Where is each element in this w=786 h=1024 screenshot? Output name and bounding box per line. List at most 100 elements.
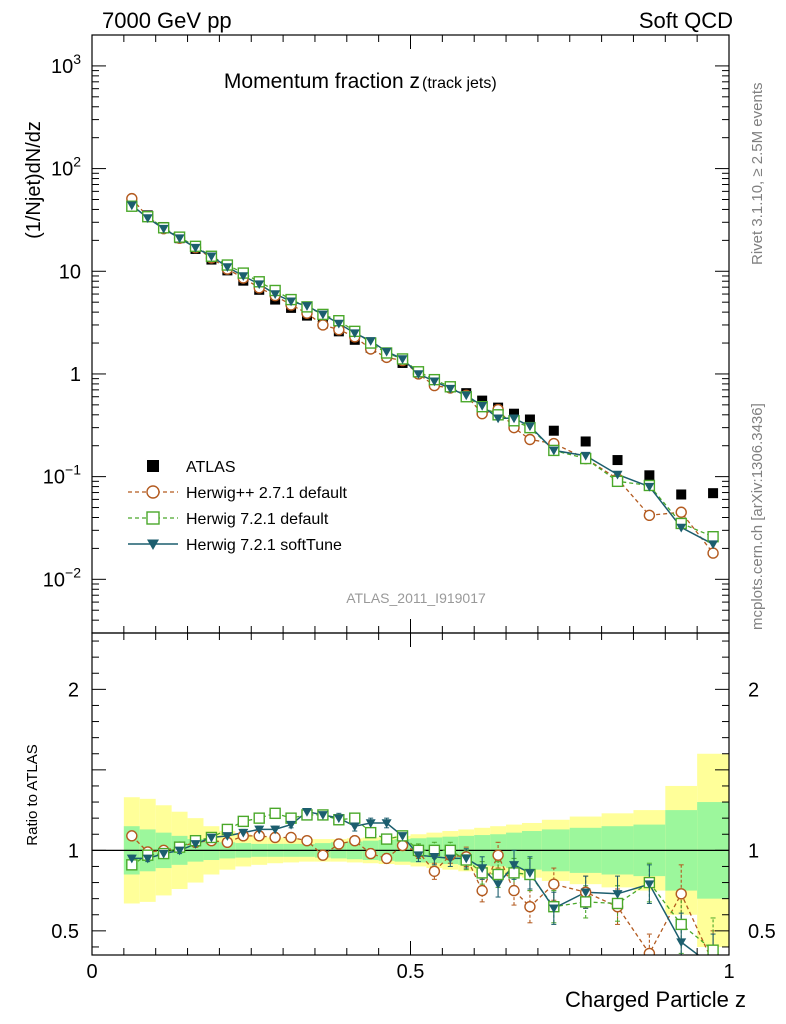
ratio-point-herwigpp	[708, 958, 718, 968]
ytick-label-ratio: 1	[68, 840, 79, 862]
ratio-point-herwigpp	[364, 847, 377, 860]
ytick-label-main: 10−1	[43, 462, 81, 489]
ratio-point-herwig721	[380, 833, 393, 845]
data-point-herwig721soft	[142, 214, 153, 224]
data-point-herwigpp	[524, 433, 536, 446]
data-point-herwig721soft	[445, 384, 456, 394]
ratio-point-herwig721soft	[548, 904, 559, 914]
data-point-herwig721soft	[333, 319, 344, 329]
ratio-plot: 0.5 0.5 1 1 2 2 0 0.5 1 Ratio to ATLAS Charged P…	[24, 632, 776, 1012]
data-point-herwig721soft	[190, 243, 201, 253]
data-point-herwig721soft	[708, 540, 719, 550]
ratio-point-herwig721soft	[397, 832, 408, 841]
data-point-herwig721soft	[349, 329, 360, 339]
xlabel: Charged Particle z	[565, 987, 746, 1012]
ratio-point-herwig721soft	[477, 864, 488, 874]
ratio-point-herwig721soft	[612, 890, 623, 899]
ytick-label-ratio-right: 2	[748, 679, 759, 701]
data-point-atlas	[509, 408, 520, 419]
xtick-label: 0.5	[397, 961, 425, 983]
ratio-point-herwig721	[237, 815, 249, 828]
ratio-point-herwig721	[611, 897, 624, 910]
ratio-point-herwig721	[364, 826, 377, 839]
legend-label-atlas: ATLAS	[186, 459, 236, 476]
ratio-point-herwigpp	[508, 884, 520, 897]
ratio-point-herwig721soft	[174, 846, 185, 856]
legend-label-herwigpp: Herwig++ 2.7.1 default	[186, 485, 348, 502]
ratio-point-herwig721soft	[429, 853, 440, 862]
ratio-point-herwig721soft	[142, 854, 153, 864]
data-point-herwigpp	[675, 506, 687, 518]
data-point-herwig721soft	[254, 280, 265, 290]
data-point-atlas	[612, 455, 623, 466]
data-point-herwig721soft	[286, 297, 297, 307]
data-point-herwig721soft	[174, 234, 185, 244]
ratio-point-herwig721soft	[206, 833, 217, 843]
ratio-point-herwig721soft	[126, 854, 137, 864]
data-point-herwig721soft	[413, 370, 424, 379]
ratio-point-herwig721soft	[222, 832, 233, 841]
xtick-label: 1	[723, 961, 734, 983]
ratio-point-herwigpp	[301, 834, 313, 847]
ytick-label-ratio: 2	[68, 679, 79, 701]
data-point-herwig721soft	[158, 224, 169, 234]
ratio-point-herwig721soft	[158, 849, 169, 859]
data-point-herwig721soft	[301, 302, 312, 311]
ratio-point-herwig721soft	[708, 963, 718, 972]
data-point-atlas	[644, 470, 655, 481]
header-left: 7000 GeV pp	[102, 8, 232, 33]
data-point-atlas	[548, 425, 559, 436]
data-point-herwigpp	[317, 319, 329, 331]
ratio-point-herwig721soft	[365, 819, 376, 828]
data-point-atlas	[676, 489, 687, 500]
ratio-point-herwig721soft	[254, 825, 265, 835]
data-point-herwig721soft	[524, 422, 535, 432]
legend-marker-herwig721soft	[147, 539, 159, 550]
ratio-point-herwig721	[444, 844, 457, 857]
data-point-herwig721soft	[548, 446, 559, 456]
legend-marker-herwigpp	[146, 485, 160, 499]
legend-marker-atlas	[147, 460, 159, 472]
data-point-herwig721soft	[126, 201, 137, 211]
ytick-label-ratio-right: 1	[748, 840, 759, 862]
ratio-point-herwig721soft	[190, 840, 201, 849]
ratio-point-herwigpp	[476, 884, 488, 897]
ratio-point-herwig721soft	[461, 854, 472, 864]
ratio-point-herwig721soft	[286, 820, 297, 830]
ratio-point-herwig721soft	[676, 938, 687, 948]
data-point-herwig721soft	[317, 310, 328, 320]
ytick-label-main: 1	[70, 364, 81, 386]
ytick-label-ratio: 0.5	[51, 921, 79, 943]
ratio-point-herwig721	[269, 807, 281, 820]
ratio-point-herwig721	[492, 868, 504, 881]
ytick-label-main: 10	[59, 261, 81, 283]
data-point-herwig721soft	[493, 414, 504, 424]
ratio-point-herwigpp	[428, 865, 441, 877]
data-point-herwig721soft	[429, 377, 440, 387]
ratio-point-herwig721soft	[381, 819, 392, 828]
ratio-point-herwig721soft	[644, 880, 655, 890]
ratio-point-herwigpp	[524, 901, 536, 913]
data-point-herwig721soft	[270, 290, 281, 300]
ratio-point-herwigpp	[675, 888, 687, 900]
data-point-herwig721soft	[644, 482, 655, 492]
header-right: Soft QCD	[639, 8, 733, 33]
ytick-label-main: 102	[51, 154, 81, 181]
mcplots-label: mcplots.cern.ch [arXiv:1306.3436]	[749, 403, 766, 630]
ratio-point-herwigpp	[380, 852, 393, 865]
data-point-herwigpp	[643, 509, 656, 522]
ratio-point-herwigpp	[548, 878, 560, 890]
ratio-point-herwig721	[675, 918, 687, 931]
ratio-point-herwigpp	[643, 947, 656, 955]
data-point-herwig721soft	[461, 391, 472, 401]
rivet-label: Rivet 3.1.10, ≥ 2.5M events	[749, 83, 766, 266]
data-point-herwig721soft	[676, 523, 687, 533]
data-point-herwig721soft	[509, 414, 520, 424]
data-point-herwig721soft	[612, 470, 623, 480]
ratio-ylabel: Ratio to ATLAS	[24, 744, 41, 845]
legend-label-herwig721: Herwig 7.2.1 default	[186, 511, 329, 528]
ratio-point-herwigpp	[285, 831, 297, 844]
legend: ATLAS Herwig++ 2.7.1 default Herwig 7.2.1 …	[128, 459, 348, 554]
ratio-point-herwig721soft	[333, 814, 344, 824]
